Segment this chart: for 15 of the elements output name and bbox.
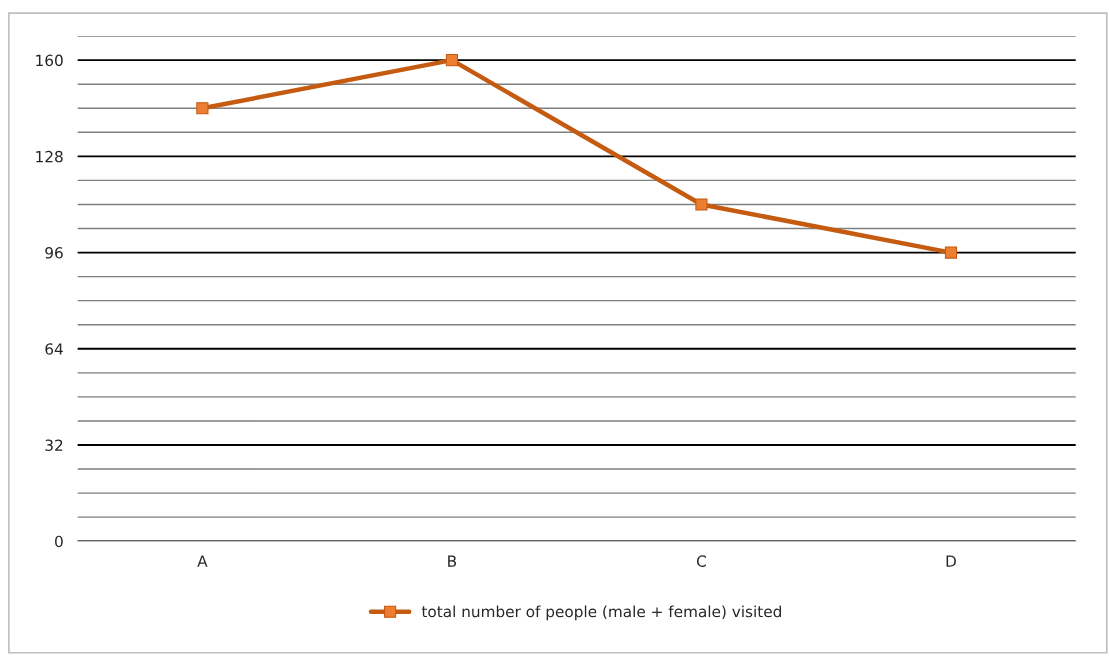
point [445, 54, 458, 67]
x-tick-label: D [946, 555, 956, 567]
point [695, 198, 708, 211]
y-tick-label: 128 [36, 150, 63, 163]
point [944, 246, 958, 259]
y-tick-label: 0 [55, 535, 63, 548]
x-tick-label: B [448, 555, 457, 567]
y-tick-label: 96 [45, 247, 63, 259]
x-tick-label: A [197, 555, 208, 567]
x-tick-label: C [696, 555, 706, 567]
point [196, 102, 209, 115]
y-tick-label: 64 [45, 343, 63, 355]
legend-label: total number of people (male + female) visited [421, 605, 781, 621]
y-tick-label: 32 [45, 439, 63, 452]
y-tick-label: 160 [36, 54, 63, 67]
